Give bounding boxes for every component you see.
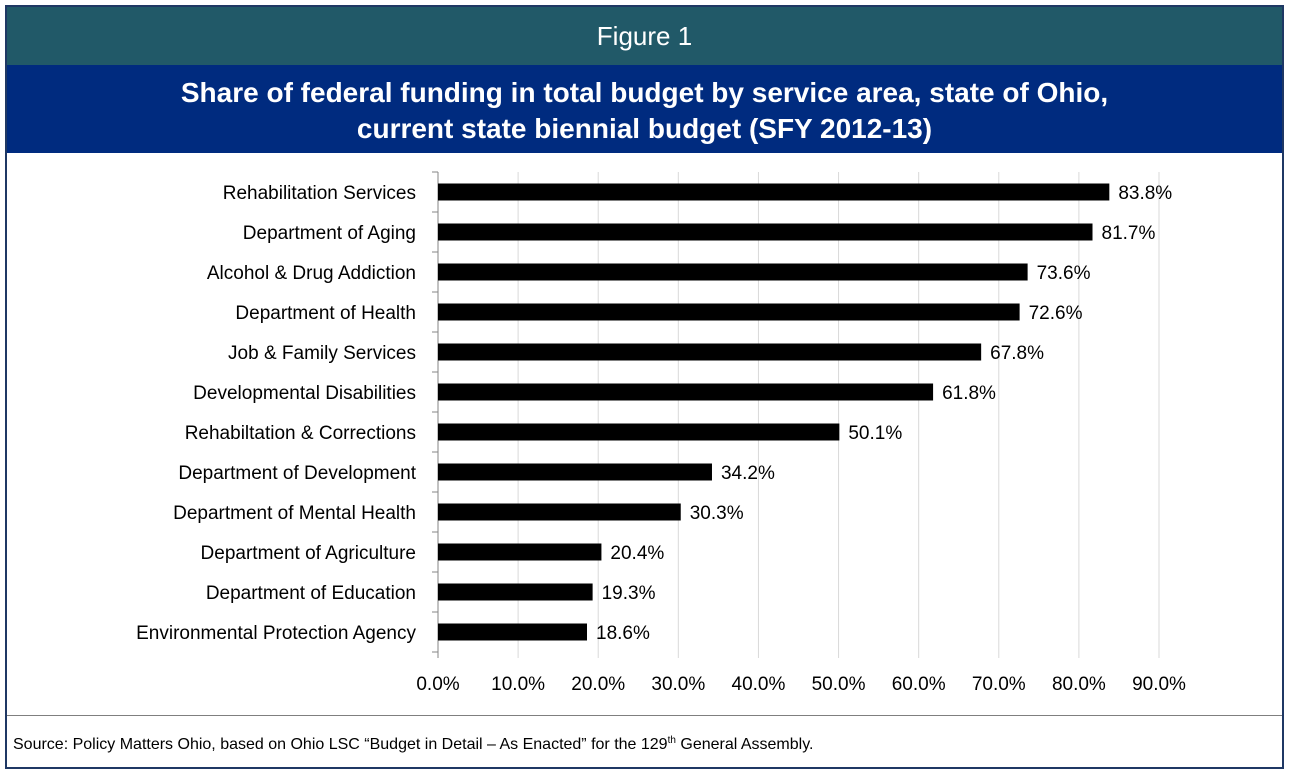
bar [438, 223, 1093, 241]
category-label: Developmental Disabilities [193, 383, 416, 404]
x-tick-label: 0.0% [416, 674, 459, 695]
x-tick-label: 60.0% [892, 674, 946, 695]
x-tick-label: 10.0% [491, 674, 545, 695]
x-tick-label: 40.0% [732, 674, 786, 695]
category-label: Alcohol & Drug Addiction [207, 263, 416, 284]
bar [438, 503, 681, 521]
data-label: 72.6% [1029, 303, 1083, 324]
chart-title-line-1: Share of federal funding in total budget… [180, 77, 1109, 108]
source-note: Source: Policy Matters Ohio, based on Oh… [7, 715, 1282, 767]
data-label: 18.6% [596, 623, 650, 644]
source-text: Source: Policy Matters Ohio, based on Oh… [13, 736, 668, 753]
source-superscript: th [667, 735, 676, 746]
bar-chart: 0.0% 10.0% 20.0% 30.0% 40.0% 50.0% 60.0% 70.0% 8… [136, 171, 1186, 695]
bar [438, 343, 982, 361]
category-label: Department of Agriculture [201, 543, 416, 564]
bar [438, 383, 934, 401]
data-label: 67.8% [990, 343, 1044, 364]
data-label: 20.4% [610, 543, 664, 564]
x-tick-label: 70.0% [972, 674, 1026, 695]
data-label: 81.7% [1102, 223, 1156, 244]
category-label: Environmental Protection Agency [136, 623, 416, 644]
chart-title-line-2: current state biennial budget (SFY 2012-… [356, 113, 933, 144]
data-label: 83.8% [1118, 183, 1172, 204]
category-label: Job & Family Services [228, 343, 416, 364]
data-label: 34.2% [721, 463, 775, 484]
x-tick-label: 20.0% [571, 674, 625, 695]
x-tick-label: 30.0% [651, 674, 705, 695]
source-text-end: General Assembly. [675, 736, 814, 753]
bar [438, 463, 712, 481]
figure-frame: Figure 1 Share of federal funding in tot… [5, 5, 1284, 769]
category-label: Department of Development [178, 463, 416, 484]
bar [438, 183, 1110, 201]
bar [438, 303, 1020, 321]
category-label: Rehabiltation & Corrections [185, 423, 416, 444]
bar [438, 623, 588, 641]
bar [438, 423, 840, 441]
bar [438, 263, 1028, 281]
figure-label: Figure 1 [7, 7, 1282, 65]
category-label: Department of Mental Health [173, 503, 416, 524]
x-tick-label: 80.0% [1052, 674, 1106, 695]
data-label: 73.6% [1037, 263, 1091, 284]
data-label: 19.3% [602, 583, 656, 604]
chart-area: 0.0% 10.0% 20.0% 30.0% 40.0% 50.0% 60.0% 70.0% 8… [7, 153, 1282, 713]
x-tick-label: 50.0% [812, 674, 866, 695]
bar [438, 583, 593, 601]
data-label: 50.1% [848, 423, 902, 444]
category-label: Rehabilitation Services [223, 183, 416, 204]
category-label: Department of Aging [243, 223, 416, 244]
bar [438, 543, 602, 561]
chart-title: Share of federal funding in total budget… [7, 65, 1282, 153]
category-label: Department of Education [206, 583, 416, 604]
data-label: 61.8% [942, 383, 996, 404]
x-tick-label: 90.0% [1132, 674, 1186, 695]
data-label: 30.3% [690, 503, 744, 524]
category-label: Department of Health [235, 303, 416, 324]
